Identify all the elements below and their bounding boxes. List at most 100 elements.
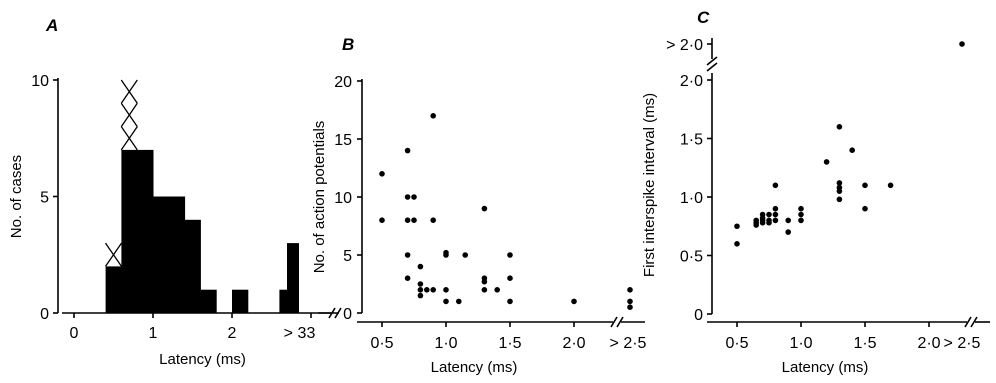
x-break-label: > 2·5 [610, 335, 647, 352]
x-tick-label: 2 [228, 325, 237, 342]
data-point [785, 229, 791, 235]
y-axis-break-1 [706, 56, 718, 66]
data-point [404, 275, 411, 282]
histogram-bar [153, 196, 170, 313]
x-tick-label: 1·5 [498, 335, 521, 352]
case-cross-marker [120, 126, 138, 151]
panel-a: A 0 5 10 No. of cases 0 1 2 3> 3 Latency (ms) [8, 16, 342, 368]
data-point [404, 217, 411, 223]
y-axis-label: No. of action potentials [311, 121, 328, 274]
y-tick-label: 0·5 [680, 249, 703, 266]
y-tick-label: 2·0 [680, 73, 703, 90]
data-point-overflow [627, 304, 633, 311]
y-tick-label: 10 [31, 73, 49, 90]
data-point [443, 252, 449, 258]
data-point [836, 124, 843, 130]
histogram-bar [232, 289, 249, 313]
data-point-overflow [627, 287, 633, 293]
histogram-bar-overflow [287, 243, 299, 313]
x-tick-label: 0 [70, 325, 79, 342]
data-point [772, 217, 779, 224]
data-point [417, 281, 424, 287]
data-point [836, 180, 843, 186]
y-tick-label: 0 [343, 306, 352, 323]
data-point [766, 219, 772, 226]
data-point [411, 217, 417, 223]
y-tick-label: 0 [40, 306, 49, 323]
histogram-bar [121, 149, 138, 313]
histogram-bar [137, 149, 154, 313]
data-point-overflow [627, 298, 633, 305]
case-cross-marker [104, 242, 123, 267]
x-axis-break-2 [970, 316, 978, 328]
x-tick-label: 3 [307, 325, 316, 342]
y-tick-label: 5 [343, 248, 352, 265]
data-point [424, 287, 430, 293]
data-point [798, 211, 804, 218]
data-point [862, 182, 868, 189]
y-tick-label: 20 [334, 74, 352, 91]
x-tick-label: 1·0 [434, 335, 457, 352]
data-point [417, 292, 424, 299]
panel-letter-a: A [45, 16, 58, 35]
data-point [507, 298, 513, 305]
data-point [494, 287, 501, 293]
x-axis-label: Latency (ms) [782, 359, 869, 376]
data-point [823, 159, 830, 165]
panel-b: B 0 5 10 15 20 No. of action potentials 0·5 1·0 1… [311, 35, 647, 376]
data-point [759, 219, 766, 226]
data-point [430, 217, 437, 223]
x-tick-label: 1·5 [853, 335, 876, 352]
data-point [481, 287, 488, 293]
data-point [798, 205, 804, 212]
data-point [772, 211, 779, 218]
data-point [404, 147, 411, 154]
data-point [417, 287, 424, 293]
data-point [862, 205, 868, 212]
y-tick-label: 1·5 [680, 132, 703, 149]
y-tick-label: 0 [694, 307, 703, 324]
y-tick-label: 10 [334, 190, 352, 207]
data-point [430, 113, 437, 119]
data-point [443, 298, 449, 305]
data-point [404, 194, 411, 200]
data-point [404, 252, 411, 258]
data-point [772, 205, 779, 212]
data-point [417, 263, 424, 270]
x-axis-break-2 [616, 316, 624, 328]
x-tick-label: 1 [149, 325, 158, 342]
histogram-bar [105, 266, 122, 313]
data-point [766, 211, 772, 218]
y-tick-label: 5 [40, 190, 49, 207]
data-point [379, 217, 385, 223]
y-axis-label: First interspike interval (ms) [641, 93, 658, 277]
x-tick-label: 0·5 [725, 335, 748, 352]
data-point [772, 182, 779, 189]
data-point [785, 217, 791, 224]
data-point [887, 182, 894, 189]
x-break-label: > 3 [284, 325, 307, 342]
data-point [481, 205, 488, 212]
histogram-bar [168, 196, 186, 313]
x-tick-label: 2·0 [917, 335, 940, 352]
panel-letter-c: C [697, 8, 710, 27]
x-axis-label: Latency (ms) [159, 351, 246, 368]
x-axis-break-1 [964, 316, 972, 328]
x-axis-break-1 [610, 316, 618, 328]
panel-c: C 0 0·5 1·0 1·5 2·0 > 2·0 First interspike inte… [641, 8, 990, 376]
data-point [456, 298, 462, 305]
data-point [798, 217, 804, 224]
y-tick-label: 15 [334, 132, 352, 149]
x-axis-break-2 [334, 307, 342, 319]
y-axis-break-2 [706, 62, 718, 72]
x-axis-break-1 [328, 307, 336, 319]
data-point [734, 241, 740, 247]
y-break-label: > 2·0 [666, 37, 703, 54]
histogram-bar [184, 219, 201, 313]
x-tick-label: 1·0 [789, 335, 812, 352]
case-cross-marker [120, 79, 138, 104]
data-point-overflow [959, 41, 965, 47]
case-cross-marker [120, 102, 138, 127]
data-point [571, 298, 577, 305]
